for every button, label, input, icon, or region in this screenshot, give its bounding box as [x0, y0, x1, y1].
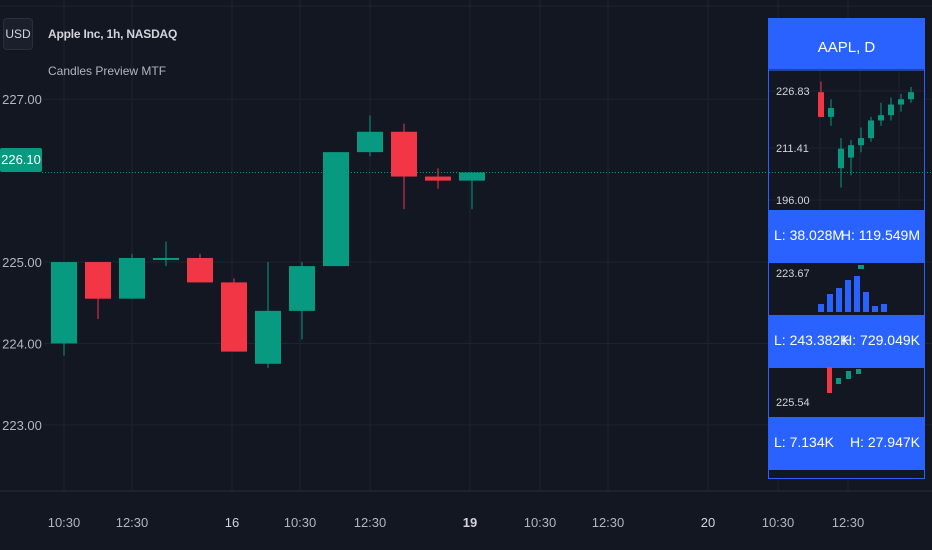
mini-volume-bar [827, 294, 833, 312]
candle-body [51, 262, 77, 344]
candle-body [187, 257, 213, 283]
mini-low-tick: 225.54 [776, 397, 810, 409]
mini-volume-bar [854, 276, 860, 312]
symbol-legend[interactable]: Apple Inc, 1h, NASDAQ [48, 27, 178, 41]
mini-candle-body [898, 99, 904, 105]
x-tick-label: 10:30 [48, 515, 81, 530]
mini-candle-body [868, 120, 874, 139]
stat-row-1: L: 38.028M H: 119.549M [769, 210, 924, 263]
mini-candle-body [836, 378, 841, 384]
x-tick-label: 12:30 [116, 515, 149, 530]
x-tick-label: 10:30 [284, 515, 317, 530]
mini-volume-bar [863, 292, 869, 312]
mini-candle-body [878, 115, 884, 121]
x-tick-label: 19 [463, 515, 477, 530]
candle-body [153, 257, 179, 260]
current-price-label: 226.10 [0, 148, 42, 172]
x-tick-label: 20 [701, 515, 715, 530]
x-tick-label: 16 [225, 515, 239, 530]
mini-volume-bar [881, 304, 887, 312]
mini-volume-bar [836, 288, 842, 312]
y-tick-label: 224.00 [2, 336, 42, 351]
mini-price-tick: 211.41 [776, 143, 809, 155]
candle-body [221, 282, 247, 352]
stat-low-1: L: 38.028M [774, 227, 845, 243]
mini-candle-body [827, 367, 832, 393]
mini-price-tick: 226.83 [776, 86, 810, 98]
candle-body [85, 262, 111, 299]
mini-volume-bar [845, 280, 851, 312]
stat-high-2: H: 729.049K [842, 332, 920, 348]
stat-row-3: L: 7.134K H: 27.947K [769, 417, 924, 470]
stat-low-3: L: 7.134K [774, 434, 834, 450]
y-tick-label: 227.00 [2, 92, 42, 107]
candle-body [255, 310, 281, 364]
stat-high-1: H: 119.549M [840, 227, 920, 243]
candle-body [289, 266, 315, 311]
panel-title: AAPL, D [769, 19, 924, 71]
mini-price-tick: 196.00 [776, 195, 810, 207]
mini-candle-body [856, 369, 861, 374]
x-tick-label: 12:30 [354, 515, 387, 530]
mini-chart: 226.83 211.41 196.00 223.67 225.54 [769, 69, 924, 409]
mini-volume-bar [818, 304, 824, 312]
y-tick-label: 225.00 [2, 255, 42, 270]
mini-candle-body [858, 265, 864, 269]
candle-body [459, 172, 485, 181]
x-tick-label: 10:30 [762, 515, 795, 530]
candle-body [119, 257, 145, 299]
stat-low-2: L: 243.382K [774, 332, 850, 348]
mini-candle-body [848, 145, 854, 158]
candle-body [357, 131, 383, 153]
mini-candle-body [908, 92, 914, 100]
candle-body [323, 152, 349, 267]
mini-candle-body [828, 108, 834, 117]
candle-body [391, 131, 417, 177]
x-tick-label: 12:30 [592, 515, 625, 530]
mini-candle-body [888, 104, 894, 116]
candle-body [425, 176, 451, 181]
indicator-legend[interactable]: Candles Preview MTF [48, 64, 167, 78]
mini-candle-body [846, 371, 851, 379]
y-tick-label: 223.00 [2, 418, 42, 433]
mini-candle-body [838, 148, 844, 169]
x-tick-label: 12:30 [832, 515, 865, 530]
x-tick-label: 10:30 [524, 515, 557, 530]
stat-row-2: L: 243.382K H: 729.049K [769, 315, 924, 368]
stat-high-3: H: 27.947K [849, 434, 920, 450]
mini-candle-body [858, 138, 864, 146]
currency-button[interactable]: USD [3, 18, 33, 50]
mini-vol-tick: 223.67 [776, 268, 810, 280]
mini-volume-bar [872, 306, 878, 312]
mini-candle-body [818, 92, 824, 117]
